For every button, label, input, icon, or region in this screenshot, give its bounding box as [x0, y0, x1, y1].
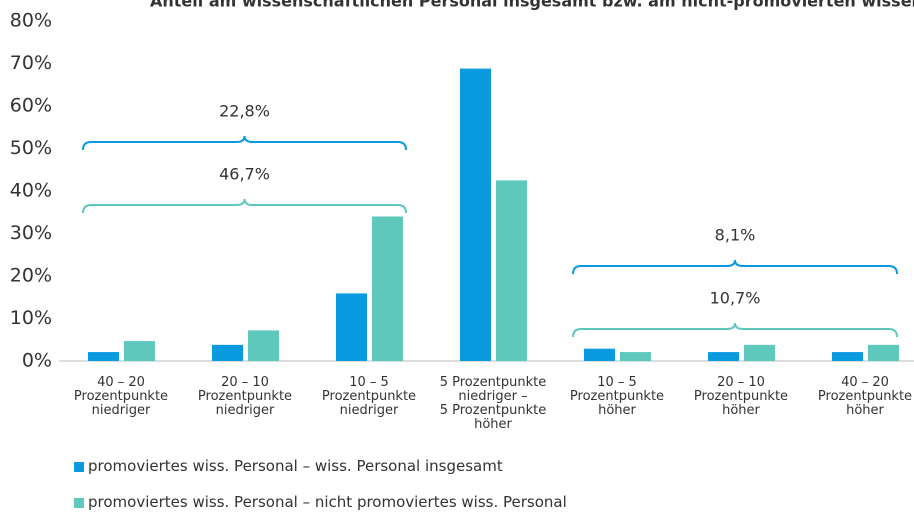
x-tick-label: 20 – 10 Prozentpunkte höher — [693, 375, 789, 418]
x-tick-label: 10 – 5 Prozentpunkte niedriger — [321, 375, 417, 418]
x-tick-label: 5 Prozentpunkte niedriger – 5 Prozentpun… — [439, 375, 547, 432]
bracket — [572, 259, 898, 275]
bar — [832, 352, 863, 361]
legend-label: promoviertes wiss. Personal – nicht prom… — [88, 493, 567, 511]
bar — [460, 68, 491, 361]
bar — [124, 341, 155, 361]
annotation: 46,7% — [219, 165, 270, 184]
bar — [336, 293, 367, 361]
x-tick-label: 40 – 20 Prozentpunkte niedriger — [73, 375, 169, 418]
chart-title: Anteil am wissenschaftlichen Personal in… — [150, 0, 914, 11]
bar — [212, 344, 243, 361]
bar — [372, 216, 403, 361]
legend-label: promoviertes wiss. Personal – wiss. Pers… — [88, 457, 503, 475]
y-tick-label: 30% — [10, 222, 52, 244]
bracket — [572, 322, 898, 338]
y-tick-label: 50% — [10, 137, 52, 159]
annotation: 8,1% — [715, 226, 756, 245]
y-tick-label: 70% — [10, 52, 52, 74]
y-tick-label: 40% — [10, 180, 52, 202]
x-tick-label: 40 – 20 Prozentpunkte höher — [817, 375, 913, 418]
bar — [708, 352, 739, 361]
y-tick-label: 60% — [10, 95, 52, 117]
bar — [496, 180, 527, 361]
bar — [868, 344, 899, 361]
bar — [620, 352, 651, 361]
y-tick-label: 0% — [22, 350, 52, 372]
y-tick-label: 80% — [10, 10, 52, 32]
bar — [584, 348, 615, 361]
bar — [88, 352, 119, 361]
bar — [744, 344, 775, 361]
y-tick-label: 20% — [10, 265, 52, 287]
x-tick-label: 10 – 5 Prozentpunkte höher — [569, 375, 665, 418]
legend-swatch — [74, 462, 84, 472]
legend-swatch — [74, 498, 84, 508]
annotation: 22,8% — [219, 102, 270, 121]
annotation: 10,7% — [710, 289, 761, 308]
y-tick-label: 10% — [10, 307, 52, 329]
bracket — [82, 135, 407, 151]
bar — [248, 330, 279, 361]
x-tick-label: 20 – 10 Prozentpunkte niedriger — [197, 375, 293, 418]
bracket — [82, 198, 407, 214]
